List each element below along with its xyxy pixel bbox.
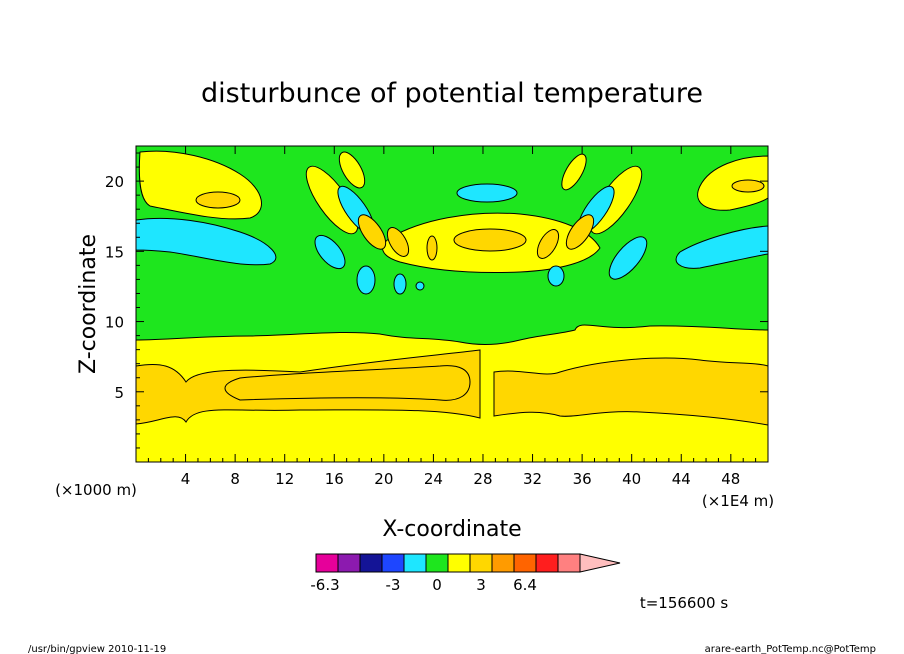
x-unit-right: (×1E4 m) xyxy=(702,492,774,510)
yellow-right-top xyxy=(697,155,768,211)
x-tick-label: 12 xyxy=(275,470,294,488)
inner-orange-core xyxy=(224,365,471,401)
colorbar-swatch xyxy=(337,553,361,573)
x-tick-label: 36 xyxy=(573,470,592,488)
colorbar-label: 6.4 xyxy=(513,576,537,594)
x-unit-left: (×1000 m) xyxy=(55,481,137,499)
chart-title: disturbunce of potential temperature xyxy=(201,78,703,109)
colorbar-label: 0 xyxy=(432,576,442,594)
cyan-blob-top xyxy=(456,183,518,203)
x-tick-label: 40 xyxy=(622,470,641,488)
colorbar-label: -3 xyxy=(386,576,401,594)
colorbar-label: 3 xyxy=(476,576,486,594)
colorbar-swatch xyxy=(447,553,471,573)
wave-arc-left xyxy=(305,151,410,295)
x-tick-label: 4 xyxy=(181,470,191,488)
orange-small-1 xyxy=(426,235,438,261)
x-tick-label: 48 xyxy=(721,470,740,488)
y-axis-label: Z-coordinate xyxy=(76,234,101,374)
orange-left-top xyxy=(195,191,241,209)
colorbar-swatch xyxy=(513,553,537,573)
colorbar-swatch xyxy=(557,553,581,573)
cyan-left-band xyxy=(136,217,277,266)
colorbar-label: -6.3 xyxy=(310,576,339,594)
y-tick-label: 15 xyxy=(105,243,124,261)
plot-area xyxy=(136,146,768,462)
colorbar-swatch xyxy=(535,553,559,573)
wave-arc-right xyxy=(536,153,648,287)
y-axis: 5 10 15 20 xyxy=(105,152,768,449)
colorbar-arrow xyxy=(579,553,621,573)
footer-left: /usr/bin/gpview 2010-11-19 xyxy=(28,644,166,654)
colorbar-swatch xyxy=(381,553,405,573)
x-tick-label: 28 xyxy=(473,470,492,488)
orange-right-top xyxy=(731,179,765,193)
x-axis-label: X-coordinate xyxy=(382,517,521,542)
orange-blob-center xyxy=(453,228,527,252)
cyan-right-band xyxy=(675,225,768,269)
x-axis: 4 8 12 16 20 24 28 32 36 40 44 48 xyxy=(147,146,757,488)
colorbar-swatch xyxy=(359,553,383,573)
colorbar-labels: -6.3 -3 0 3 6.4 xyxy=(310,576,537,594)
colorbar xyxy=(315,553,621,573)
x-tick-label: 24 xyxy=(424,470,443,488)
y-tick-label: 10 xyxy=(105,314,124,332)
plot-frame xyxy=(135,145,769,463)
x-tick-label: 16 xyxy=(325,470,344,488)
colorbar-swatch xyxy=(469,553,493,573)
x-tick-label: 20 xyxy=(374,470,393,488)
colorbar-swatch xyxy=(403,553,427,573)
colorbar-swatch xyxy=(425,553,449,573)
colorbar-swatch xyxy=(315,553,339,573)
y-tick-label: 5 xyxy=(114,384,124,402)
time-label: t=156600 s xyxy=(640,594,728,612)
colorbar-swatch xyxy=(491,553,515,573)
x-tick-label: 32 xyxy=(523,470,542,488)
footer-right: arare-earth_PotTemp.nc@PotTemp xyxy=(705,644,876,654)
x-tick-label: 8 xyxy=(230,470,240,488)
cyan-small-1 xyxy=(415,281,425,291)
y-tick-label: 20 xyxy=(105,173,124,191)
x-tick-label: 44 xyxy=(672,470,691,488)
